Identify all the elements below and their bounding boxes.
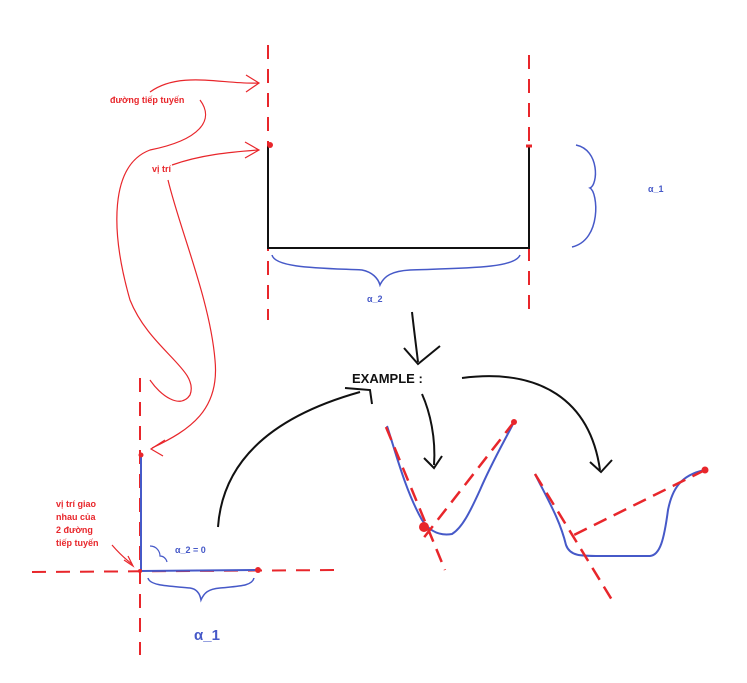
- position-arrow-head: [244, 141, 261, 159]
- intersection-label-line4: tiếp tuyến: [56, 538, 99, 548]
- intersection-point: [138, 569, 142, 573]
- alpha1-bottom-label: α_1: [194, 627, 220, 644]
- bottom-top-endpoint: [138, 452, 144, 458]
- bottom-right-endpoint: [255, 567, 261, 573]
- example1-curve: [386, 421, 515, 536]
- tangent-label: đường tiếp tuyến: [110, 95, 184, 105]
- example2-curve: [534, 469, 706, 557]
- intersection-label-line2: nhau của: [56, 512, 97, 522]
- example1-intersection: [419, 522, 429, 532]
- long-tangent-arrow: [116, 99, 207, 402]
- intersection-arrow: [111, 544, 133, 565]
- alpha1-bottom-brace: [147, 577, 255, 603]
- bottom-angle-figure: α_2 = 0 α_1: [31, 378, 341, 655]
- example1-arrow: [421, 393, 436, 466]
- tangent-arrow: [149, 79, 259, 93]
- top-u-figure: α_1 α_2: [267, 45, 664, 320]
- down-arrow-head: [403, 345, 441, 366]
- annotations: đường tiếp tuyến vị trí vị trí giao nhau…: [56, 74, 261, 568]
- alpha2-zero-brace: [149, 545, 168, 563]
- long-position-arrow-head: [149, 439, 166, 457]
- intersection-label-line1: vị trí giao: [56, 499, 97, 509]
- position-label: vị trí: [152, 164, 172, 174]
- tangent-arrow-head: [245, 74, 261, 93]
- example1-tangent-left: [384, 426, 447, 571]
- example2-arrow-head: [589, 459, 613, 474]
- down-arrow: [411, 311, 419, 363]
- example1-tangent-right: [421, 421, 515, 541]
- up-arrow-head: [344, 387, 373, 405]
- alpha2-top-label: α_2: [367, 294, 383, 304]
- alpha1-brace: [571, 144, 597, 248]
- position-arrow: [171, 149, 259, 166]
- alpha2-brace: [271, 254, 521, 288]
- example-section: EXAMPLE :: [217, 311, 613, 528]
- intersection-label-line3: 2 đường: [56, 525, 93, 535]
- example2-tangent-left: [533, 473, 614, 601]
- left-endpoint: [267, 142, 273, 148]
- example2-top-point: [701, 466, 709, 474]
- example2-figure: [533, 466, 709, 601]
- u-shape: [267, 145, 530, 249]
- example1-figure: [384, 419, 517, 571]
- alpha1-top-label: α_1: [648, 184, 664, 194]
- example1-arrow-head: [423, 455, 443, 470]
- example2-tangent-right: [571, 468, 706, 538]
- up-arrow: [217, 391, 361, 528]
- example1-top-point: [511, 419, 517, 425]
- example2-arrow: [461, 375, 601, 471]
- intersection-arrow-head: [123, 555, 135, 568]
- long-position-arrow: [151, 179, 217, 449]
- alpha2-zero-label: α_2 = 0: [175, 545, 206, 555]
- example-label: EXAMPLE :: [352, 371, 423, 386]
